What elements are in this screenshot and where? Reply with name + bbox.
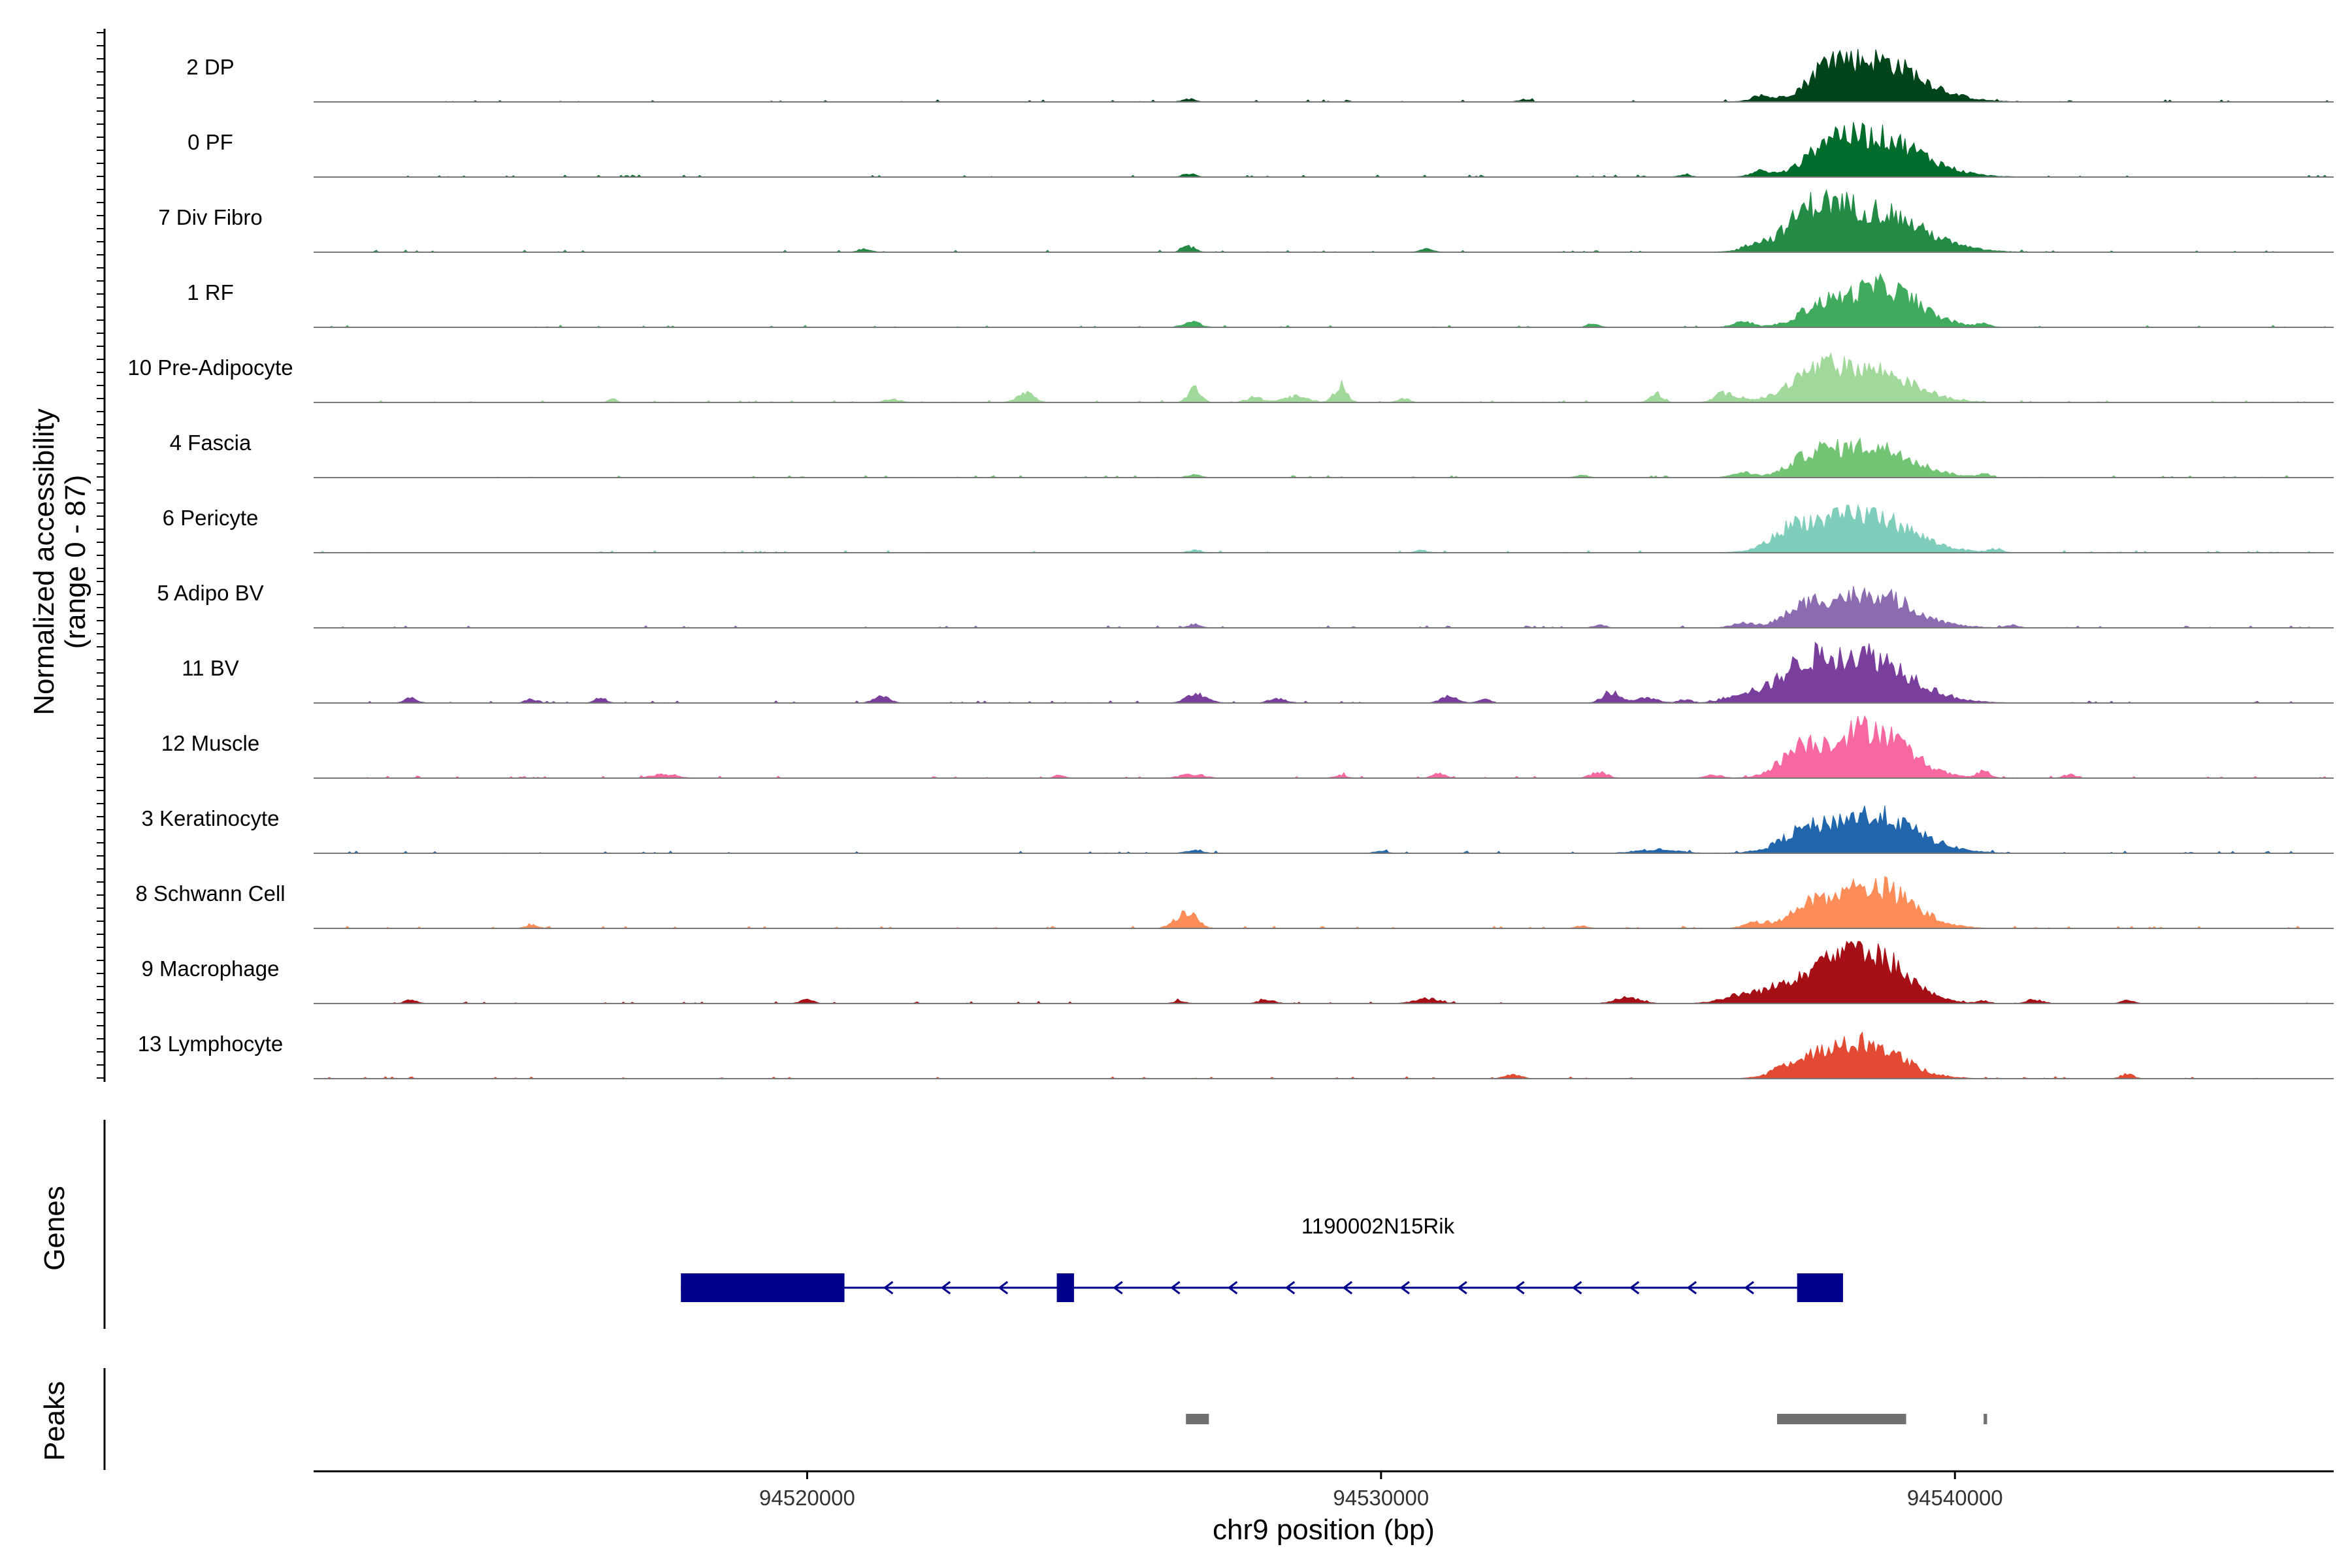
gene-model (681, 1273, 1843, 1302)
coverage-y-axis-ticks (97, 32, 105, 1079)
peaks-label: Peaks (39, 1381, 71, 1461)
coverage-area (314, 875, 2334, 929)
track-label: 3 Keratinocyte (142, 806, 280, 830)
coverage-area (314, 504, 2334, 553)
strand-arrow (1457, 1281, 1467, 1295)
strand-arrow (1399, 1281, 1410, 1295)
x-axis-title: chr9 position (bp) (1213, 1514, 1435, 1546)
strand-arrow (1744, 1281, 1754, 1295)
coverage-area (314, 940, 2334, 1004)
track-10-pre-adipocyte: 10 Pre-Adipocyte (127, 352, 2334, 403)
genes-panel-title: Genes (39, 1186, 71, 1271)
strand-arrow (940, 1281, 951, 1295)
peak-region (1984, 1414, 1987, 1424)
strand-arrow (1686, 1281, 1697, 1295)
track-0-pf: 0 PF (188, 122, 2334, 178)
strand-arrow (1572, 1281, 1582, 1295)
track-label: 8 Schwann Cell (135, 881, 285, 906)
strand-arrow (998, 1281, 1008, 1295)
coverage-area (314, 352, 2334, 403)
strand-arrow (1284, 1281, 1296, 1295)
track-3-keratinocyte: 3 Keratinocyte (142, 806, 2334, 854)
track-7-div-fibro: 7 Div Fibro (158, 189, 2334, 253)
coverage-area (314, 189, 2334, 253)
track-label: 5 Adipo BV (157, 581, 263, 605)
x-tick-label: 94520000 (759, 1486, 855, 1510)
coverage-area (314, 437, 2334, 478)
track-9-macrophage: 9 Macrophage (142, 940, 2334, 1004)
coverage-area (314, 1031, 2334, 1079)
track-label: 2 DP (186, 55, 234, 79)
track-1-rf: 1 RF (187, 272, 2334, 328)
track-label: 7 Div Fibro (158, 205, 263, 229)
peaks-panel-title: Peaks (39, 1381, 71, 1461)
x-tick-label: 94530000 (1333, 1486, 1429, 1510)
peak-region (1776, 1414, 1906, 1424)
coverage-area (314, 715, 2334, 779)
strand-arrow (1514, 1281, 1525, 1295)
track-label: 4 Fascia (170, 431, 252, 455)
track-13-lymphocyte: 13 Lymphocyte (138, 1031, 2334, 1079)
gene-label: 1190002N15Rik (1301, 1214, 1455, 1238)
track-2-dp: 2 DP (186, 48, 2334, 103)
y-axis-title: Normalized accessibility (range 0 - 87) (28, 408, 91, 715)
coverage-area (314, 122, 2334, 178)
peak-region (1186, 1414, 1209, 1424)
gene-exon (681, 1273, 845, 1302)
track-label: 0 PF (188, 130, 233, 154)
track-label: 9 Macrophage (142, 956, 280, 981)
x-axis-ticks: 94520000 94530000 94540000 (759, 1471, 2003, 1510)
peak-regions (1186, 1414, 1987, 1424)
track-label: 10 Pre-Adipocyte (127, 355, 293, 380)
coverage-area (314, 806, 2334, 854)
strand-arrow (1629, 1281, 1640, 1295)
coverage-area (314, 642, 2334, 704)
track-label: 1 RF (187, 280, 234, 304)
track-4-fascia: 4 Fascia (170, 431, 2334, 478)
track-label: 12 Muscle (161, 731, 259, 755)
strand-arrow (1227, 1281, 1238, 1295)
track-label: 6 Pericyte (163, 506, 259, 530)
gene-exon (1797, 1273, 1843, 1302)
coverage-area (314, 585, 2334, 629)
strand-arrow (883, 1281, 894, 1295)
track-12-muscle: 12 Muscle (161, 715, 2334, 779)
coverage-area (314, 48, 2334, 103)
track-label: 13 Lymphocyte (138, 1032, 284, 1056)
y-axis-title-line1: Normalized accessibility (28, 408, 60, 715)
track-label: 11 BV (182, 656, 238, 680)
strand-arrow (1113, 1281, 1123, 1295)
coverage-tracks: 2 DP 0 PF 7 Div Fibro 1 RF 10 Pre-Adipocyte 4… (127, 48, 2334, 1079)
strand-arrow (1170, 1281, 1181, 1295)
track-6-pericyte: 6 Pericyte (163, 504, 2334, 553)
strand-arrow (1342, 1281, 1353, 1295)
genes-label: Genes (39, 1186, 71, 1271)
track-5-adipo-bv: 5 Adipo BV (157, 581, 2334, 629)
x-tick-label: 94540000 (1907, 1486, 2003, 1510)
coverage-area (314, 272, 2334, 328)
gene-exon (1056, 1273, 1074, 1302)
track-8-schwann-cell: 8 Schwann Cell (135, 875, 2334, 929)
track-11-bv: 11 BV (182, 642, 2334, 704)
y-axis-title-line2: (range 0 - 87) (59, 475, 91, 649)
